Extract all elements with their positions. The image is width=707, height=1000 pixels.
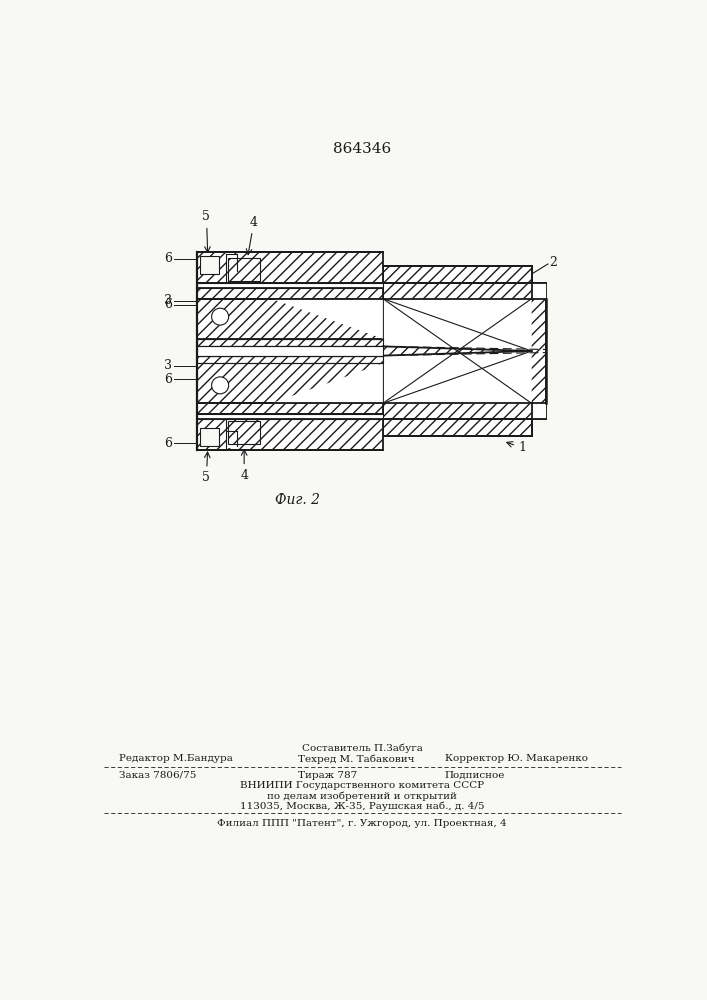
Text: 113035, Москва, Ж-35, Раушская наб., д. 4/5: 113035, Москва, Ж-35, Раушская наб., д. …: [240, 801, 484, 811]
Text: 864346: 864346: [333, 142, 391, 156]
Text: 4: 4: [250, 216, 258, 229]
Text: 1: 1: [518, 441, 527, 454]
Text: Тираж 787: Тираж 787: [298, 771, 357, 780]
Text: Корректор Ю. Макаренко: Корректор Ю. Макаренко: [445, 754, 588, 763]
Text: Техред М. Табакович: Техред М. Табакович: [298, 754, 414, 764]
Bar: [200, 428, 218, 446]
Bar: [226, 254, 237, 271]
Bar: [226, 431, 237, 448]
Text: Подписное: Подписное: [445, 771, 506, 780]
Text: 6: 6: [164, 298, 172, 311]
Text: Фиг. 2: Фиг. 2: [275, 493, 320, 507]
Bar: [197, 283, 383, 288]
Polygon shape: [271, 363, 383, 403]
Bar: [197, 346, 383, 356]
Bar: [200, 256, 218, 274]
Bar: [197, 363, 383, 403]
Bar: [197, 356, 383, 363]
Text: 6: 6: [164, 373, 172, 386]
Text: Редактор М.Бандура: Редактор М.Бандура: [119, 754, 233, 763]
Bar: [197, 414, 383, 419]
Bar: [197, 288, 383, 299]
Bar: [197, 403, 383, 414]
Bar: [228, 258, 260, 281]
Text: 6: 6: [164, 437, 172, 450]
Text: 4: 4: [240, 469, 248, 482]
Polygon shape: [271, 299, 383, 339]
Bar: [383, 266, 532, 283]
Bar: [197, 339, 383, 346]
Text: Заказ 7806/75: Заказ 7806/75: [119, 771, 197, 780]
Circle shape: [211, 308, 228, 325]
Bar: [197, 419, 383, 450]
Text: 3: 3: [164, 294, 172, 307]
Text: 3: 3: [164, 359, 172, 372]
Bar: [532, 403, 546, 419]
Circle shape: [211, 377, 228, 394]
Bar: [532, 283, 546, 299]
Text: по делам изобретений и открытий: по делам изобретений и открытий: [267, 791, 457, 801]
Bar: [383, 283, 546, 419]
Text: 6: 6: [164, 252, 172, 265]
Text: Составитель П.Забуга: Составитель П.Забуга: [301, 744, 422, 753]
Text: 5: 5: [202, 210, 210, 223]
Polygon shape: [383, 351, 532, 403]
Bar: [228, 421, 260, 444]
Text: ВНИИПИ Государственного комитета СССР: ВНИИПИ Государственного комитета СССР: [240, 781, 484, 790]
Text: 2: 2: [549, 256, 557, 269]
Polygon shape: [383, 299, 532, 351]
Text: 5: 5: [202, 471, 210, 484]
Bar: [197, 252, 383, 283]
Text: Филиал ППП "Патент", г. Ужгород, ул. Проектная, 4: Филиал ППП "Патент", г. Ужгород, ул. Про…: [217, 819, 507, 828]
Bar: [383, 419, 532, 436]
Bar: [197, 299, 383, 339]
